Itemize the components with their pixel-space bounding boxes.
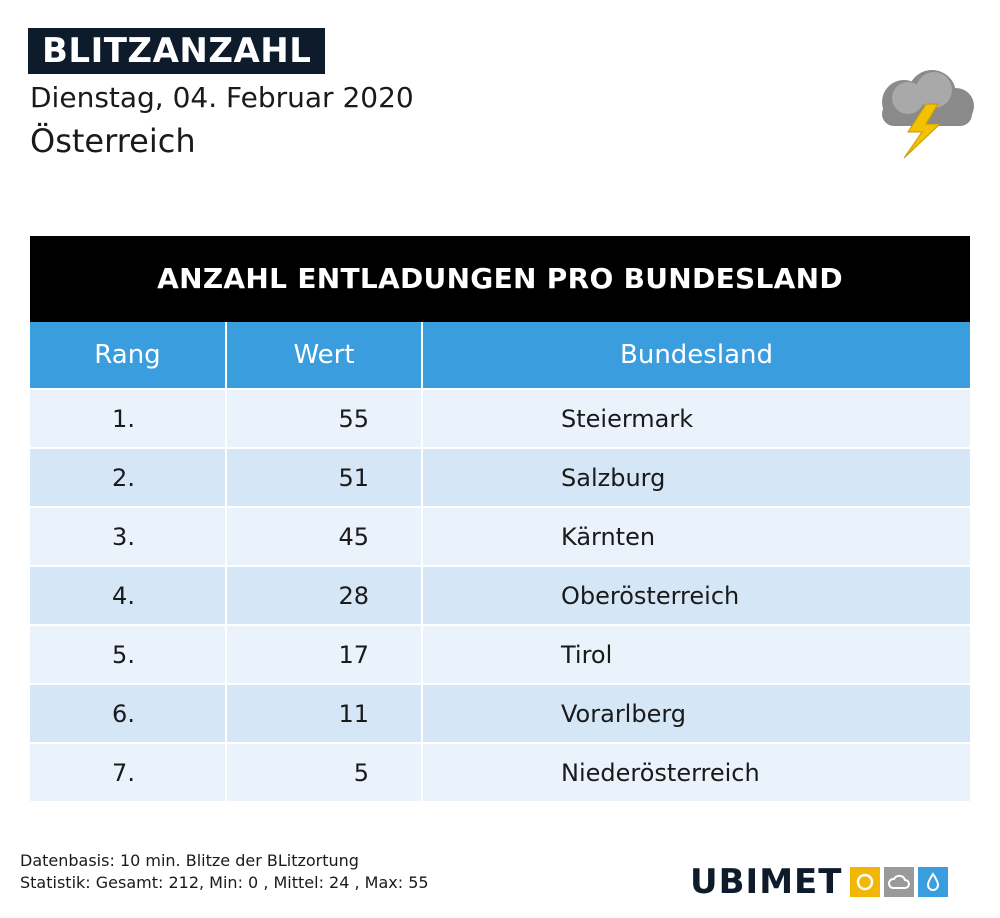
region-cell: Kärnten [422, 506, 970, 566]
ubimet-logo: UBIMET [690, 864, 949, 900]
region-cell: Vorarlberg [422, 683, 970, 743]
table-row: 1. 55 Steiermark [30, 388, 970, 448]
column-header-value: Wert [226, 322, 423, 389]
data-source-note: Datenbasis: 10 min. Blitze der BLitzortu… [20, 851, 359, 870]
footer-notes: Datenbasis: 10 min. Blitze der BLitzortu… [20, 850, 429, 894]
value-cell: 11 [226, 683, 423, 743]
table-row: 3. 45 Kärnten [30, 506, 970, 566]
table-row: 2. 51 Salzburg [30, 447, 970, 507]
thunderstorm-icon [882, 70, 974, 159]
region-label: Österreich [30, 122, 196, 160]
logo-text-ubi: UBI [690, 862, 760, 902]
value-cell: 51 [226, 447, 423, 507]
ranking-table: Rang Wert Bundesland 1. 55 Steiermark 2.… [30, 322, 970, 801]
cloud-icon [884, 867, 915, 897]
rank-cell: 6. [30, 683, 227, 743]
table-row: 5. 17 Tirol [30, 624, 970, 684]
drop-icon [918, 867, 949, 897]
rank-cell: 7. [30, 742, 227, 801]
table-title: ANZAHL ENTLADUNGEN PRO BUNDESLAND [30, 236, 970, 322]
sun-icon [850, 867, 881, 897]
logo-text: UBIMET [690, 864, 842, 900]
page-title: BLITZANZAHL [28, 28, 326, 74]
value-cell: 28 [226, 565, 423, 625]
rank-cell: 2. [30, 447, 227, 507]
statistics-note: Statistik: Gesamt: 212, Min: 0 , Mittel:… [20, 873, 429, 892]
region-cell: Salzburg [422, 447, 970, 507]
column-header-rank: Rang [30, 322, 227, 389]
region-cell: Steiermark [422, 388, 970, 448]
column-header-region: Bundesland [422, 322, 970, 389]
rank-cell: 5. [30, 624, 227, 684]
value-cell: 5 [226, 742, 423, 801]
rank-cell: 3. [30, 506, 227, 566]
table-row: 4. 28 Oberösterreich [30, 565, 970, 625]
rank-cell: 4. [30, 565, 227, 625]
region-cell: Niederösterreich [422, 742, 970, 801]
table-header-row: Rang Wert Bundesland [30, 322, 970, 389]
value-cell: 45 [226, 506, 423, 566]
table-row: 7. 5 Niederösterreich [30, 742, 970, 801]
region-cell: Tirol [422, 624, 970, 684]
date-label: Dienstag, 04. Februar 2020 [30, 81, 414, 114]
rank-cell: 1. [30, 388, 227, 448]
value-cell: 17 [226, 624, 423, 684]
region-cell: Oberösterreich [422, 565, 970, 625]
value-cell: 55 [226, 388, 423, 448]
lightning-table: ANZAHL ENTLADUNGEN PRO BUNDESLAND Rang W… [30, 236, 970, 801]
logo-text-met: MET [759, 862, 843, 902]
table-row: 6. 11 Vorarlberg [30, 683, 970, 743]
